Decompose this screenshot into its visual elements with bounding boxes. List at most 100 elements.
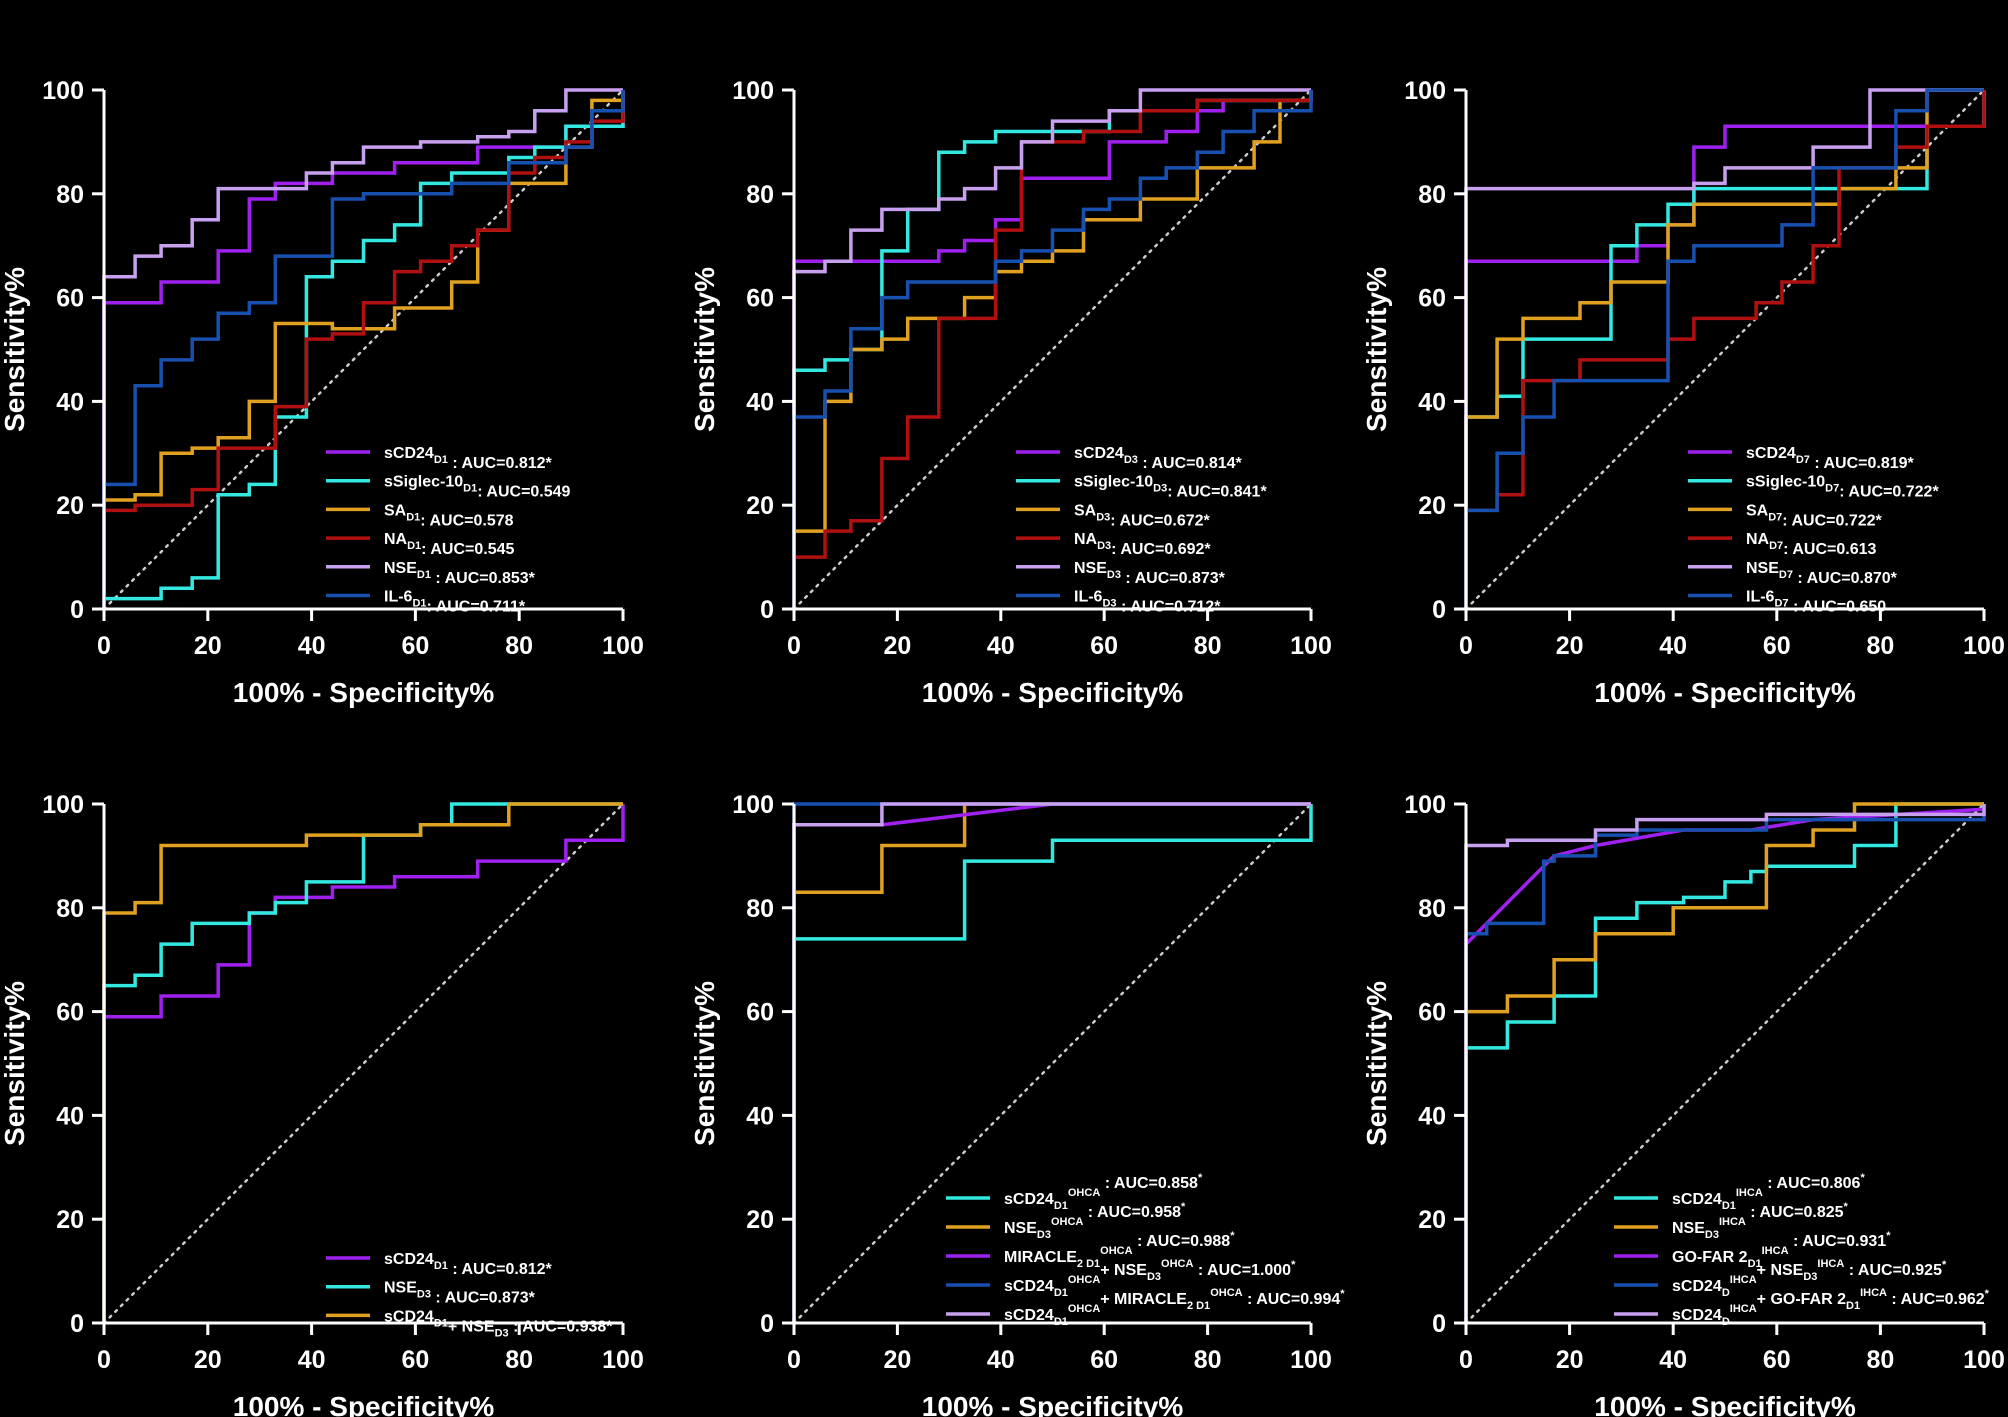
y-tick-label: 20 bbox=[1418, 1206, 1446, 1234]
legend-item: sSiglec-10D7: AUC=0.722* bbox=[1688, 474, 1939, 501]
legend-label: sSiglec-10D1: AUC=0.549 bbox=[384, 474, 571, 501]
roc-panel-3: 0 20 40 60 80 100 0 20 40 60 80 100 100% - Specifici… bbox=[1361, 77, 2005, 708]
y-tick-label: 80 bbox=[56, 181, 84, 209]
x-axis-title: 100% - Specificity% bbox=[233, 677, 495, 708]
y-axis-title: Sensitivity% bbox=[1361, 267, 1392, 432]
y-tick-label: 80 bbox=[746, 895, 774, 923]
legend-label: sCD24D3 : AUC=0.814* bbox=[1074, 445, 1243, 472]
y-tick-label: 20 bbox=[746, 1206, 774, 1234]
x-tick-label: 20 bbox=[883, 1346, 911, 1374]
legend-label: NSED3IHCA : AUC=0.825* bbox=[1672, 1201, 1849, 1241]
legend-item: NAD1: AUC=0.545 bbox=[326, 531, 515, 558]
reference-diagonal bbox=[792, 802, 1313, 1325]
x-tick-label: 0 bbox=[787, 1346, 801, 1374]
roc-curve-na-4 bbox=[792, 90, 1313, 609]
y-tick-label: 0 bbox=[70, 1310, 84, 1338]
roc-panel-1: 0 20 40 60 80 100 0 20 40 60 80 100 100% - Specifici… bbox=[0, 77, 644, 708]
x-tick-label: 20 bbox=[194, 1346, 222, 1374]
x-tick-label: 40 bbox=[1659, 632, 1687, 660]
roc-curve-ssiglec-10-2 bbox=[102, 90, 625, 609]
y-tick-label: 80 bbox=[1418, 181, 1446, 209]
roc-curve-il-6-6 bbox=[1464, 88, 1984, 609]
x-tick-label: 100 bbox=[1290, 1346, 1332, 1374]
y-tick-label: 100 bbox=[1404, 77, 1446, 105]
y-tick-label: 60 bbox=[56, 999, 84, 1027]
reference-diagonal bbox=[102, 88, 625, 611]
legend-item: sCD24DIHCA+ GO-FAR 2D1IHCA : AUC=0.962* bbox=[1614, 1287, 1990, 1328]
legend-item: IL-6D3 : AUC=0.712* bbox=[1016, 589, 1221, 616]
y-tick-label: 20 bbox=[56, 1206, 84, 1234]
x-tick-label: 40 bbox=[298, 1346, 326, 1374]
y-axis-title: Sensitivity% bbox=[689, 981, 720, 1146]
legend-label: IL-6D1: AUC=0.711* bbox=[384, 589, 526, 616]
legend-item: sCD24D1 : AUC=0.812* bbox=[326, 445, 553, 472]
x-tick-label: 60 bbox=[1763, 1346, 1791, 1374]
legend-label: sCD24D7 : AUC=0.819* bbox=[1746, 445, 1915, 472]
y-tick-label: 100 bbox=[732, 791, 774, 819]
x-tick-label: 100 bbox=[1963, 632, 2005, 660]
y-tick-label: 40 bbox=[1418, 1102, 1446, 1130]
legend-item: IL-6D1: AUC=0.711* bbox=[326, 589, 526, 616]
legend-item: sSiglec-10D1: AUC=0.549 bbox=[326, 474, 571, 501]
legend-item: NSED3 : AUC=0.873* bbox=[326, 1280, 536, 1307]
y-tick-label: 0 bbox=[1432, 1310, 1446, 1338]
x-axis-title: 100% - Specificity% bbox=[233, 1391, 495, 1417]
reference-diagonal bbox=[1464, 802, 1986, 1325]
legend-item: sCD24D1IHCA : AUC=0.806* bbox=[1614, 1172, 1865, 1212]
y-tick-label: 60 bbox=[1418, 285, 1446, 313]
legend-item: IL-6D7 : AUC=0.650 bbox=[1688, 589, 1886, 616]
legend-label: GO-FAR 2D1IHCA : AUC=0.931* bbox=[1672, 1230, 1891, 1270]
roc-curve-sa-3 bbox=[102, 98, 623, 609]
y-tick-label: 100 bbox=[42, 77, 84, 105]
y-tick-label: 80 bbox=[746, 181, 774, 209]
x-tick-label: 0 bbox=[97, 632, 111, 660]
x-tick-label: 40 bbox=[987, 632, 1015, 660]
roc-curve-il-6-6 bbox=[102, 90, 625, 609]
x-tick-label: 40 bbox=[298, 632, 326, 660]
legend-item: NSED3 : AUC=0.873* bbox=[1016, 560, 1226, 587]
x-tick-label: 80 bbox=[1866, 1346, 1894, 1374]
x-tick-label: 100 bbox=[602, 1346, 644, 1374]
roc-curve-scd24-1 bbox=[792, 804, 1313, 1323]
x-tick-label: 20 bbox=[883, 632, 911, 660]
legend-label: NSED7 : AUC=0.870* bbox=[1746, 560, 1898, 587]
x-tick-label: 60 bbox=[401, 1346, 429, 1374]
roc-curve-scd24-1 bbox=[102, 804, 625, 1323]
x-tick-label: 20 bbox=[1556, 632, 1584, 660]
y-tick-label: 60 bbox=[1418, 999, 1446, 1027]
y-axis-title: Sensitivity% bbox=[0, 267, 30, 432]
legend-item: sCD24DIHCA+ NSED3IHCA : AUC=0.925* bbox=[1614, 1258, 1947, 1299]
y-tick-label: 60 bbox=[746, 285, 774, 313]
roc-panel-5: 0 20 40 60 80 100 0 20 40 60 80 100 100% - Specifici… bbox=[689, 791, 1345, 1417]
y-tick-label: 80 bbox=[56, 895, 84, 923]
legend-item: NSED1 : AUC=0.853* bbox=[326, 560, 536, 587]
y-axis-title: Sensitivity% bbox=[1361, 981, 1392, 1146]
x-tick-label: 60 bbox=[1763, 632, 1791, 660]
legend-label: NSED1 : AUC=0.853* bbox=[384, 560, 536, 587]
legend-label: IL-6D7 : AUC=0.650 bbox=[1746, 589, 1886, 616]
x-axis-title: 100% - Specificity% bbox=[1594, 1391, 1856, 1417]
legend-item: NSED3OHCA : AUC=0.958* bbox=[946, 1201, 1186, 1241]
roc-panel-2: 0 20 40 60 80 100 0 20 40 60 80 100 100% - Specifici… bbox=[689, 77, 1332, 708]
legend-item: NAD7: AUC=0.613 bbox=[1688, 531, 1877, 558]
legend-item: MIRACLE2 D1OHCA : AUC=0.988* bbox=[946, 1230, 1235, 1270]
roc-panel-4: 0 20 40 60 80 100 0 20 40 60 80 100 100% - Specifici… bbox=[0, 791, 644, 1417]
legend-label: sCD24D1 : AUC=0.812* bbox=[384, 445, 553, 472]
legend-label: sSiglec-10D3: AUC=0.841* bbox=[1074, 474, 1267, 501]
x-axis-title: 100% - Specificity% bbox=[922, 1391, 1184, 1417]
legend-item: SAD1: AUC=0.578 bbox=[326, 502, 514, 529]
reference-diagonal bbox=[1464, 88, 1986, 611]
legend-label: NSED3 : AUC=0.873* bbox=[1074, 560, 1226, 587]
y-axis-title: Sensitivity% bbox=[0, 981, 30, 1146]
legend-label: SAD3: AUC=0.672* bbox=[1074, 502, 1211, 529]
x-tick-label: 60 bbox=[401, 632, 429, 660]
x-axis-title: 100% - Specificity% bbox=[1594, 677, 1856, 708]
roc-curve-scd24-1 bbox=[1464, 802, 1984, 1323]
legend-label: sCD24DIHCA+ GO-FAR 2D1IHCA : AUC=0.962* bbox=[1672, 1287, 1990, 1328]
legend-label: SAD1: AUC=0.578 bbox=[384, 502, 514, 529]
legend-label: NSED3 : AUC=0.873* bbox=[384, 1280, 536, 1307]
legend-item: sCD24D1 : AUC=0.812* bbox=[326, 1251, 553, 1278]
x-tick-label: 20 bbox=[194, 632, 222, 660]
legend-item: sCD24D3 : AUC=0.814* bbox=[1016, 445, 1243, 472]
